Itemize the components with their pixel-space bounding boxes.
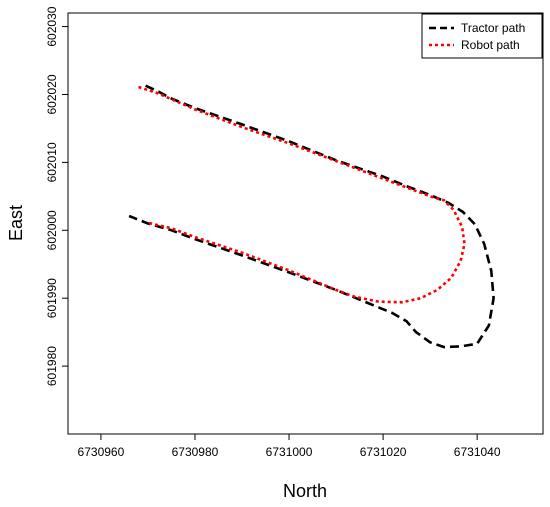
y-tick-label: 602020: [45, 74, 59, 114]
x-axis: 6730960 6730980 6731000 6731020 6731040: [78, 434, 501, 459]
series-layer: [128, 84, 495, 349]
y-tick-label: 602010: [45, 142, 59, 182]
x-axis-title: North: [283, 481, 327, 501]
x-tick-label: 6731020: [360, 445, 407, 459]
y-tick-label: 602030: [45, 6, 59, 46]
tractor-path-line: [128, 84, 495, 349]
y-axis: 601980 601990 602000 602010 602020 602030: [45, 6, 68, 386]
x-tick-label: 6730980: [172, 445, 219, 459]
plot-frame: [67, 12, 544, 435]
legend-label-tractor: Tractor path: [461, 21, 525, 35]
y-axis-title: East: [6, 205, 26, 241]
legend: Tractor path Robot path: [421, 13, 543, 59]
x-tick-label: 6731000: [266, 445, 313, 459]
y-tick-label: 601990: [45, 278, 59, 318]
x-tick-label: 6731040: [454, 445, 501, 459]
legend-box: [421, 13, 543, 59]
legend-label-robot: Robot path: [461, 38, 520, 52]
x-tick-label: 6730960: [78, 445, 125, 459]
y-tick-label: 601980: [45, 346, 59, 386]
y-tick-label: 602000: [45, 210, 59, 250]
robot-path-line: [138, 85, 466, 304]
